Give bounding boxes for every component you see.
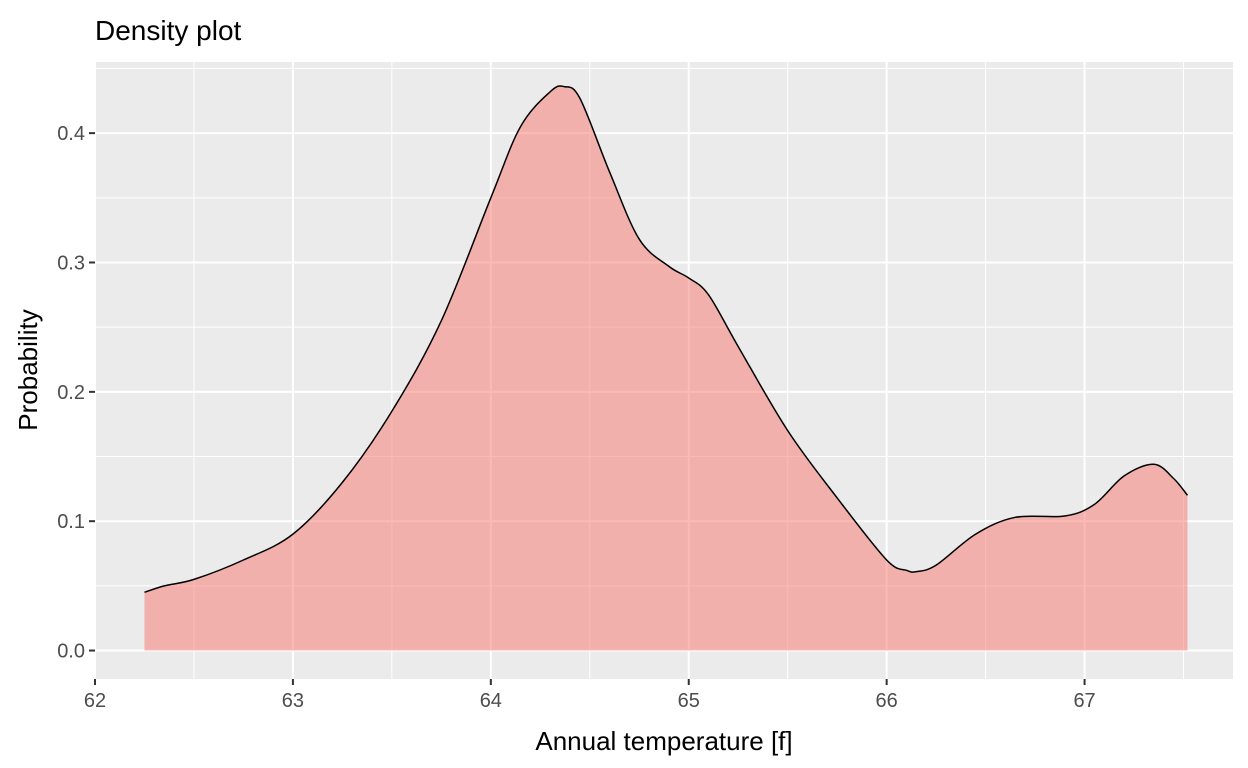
y-tick-label: 0.0 xyxy=(57,641,85,663)
chart-title: Density plot xyxy=(95,15,242,46)
y-tick-label: 0.4 xyxy=(57,123,85,145)
y-axis-ticks: 0.0 0.1 0.2 0.3 0.4 xyxy=(57,123,95,663)
y-axis-title: Probability xyxy=(13,309,43,430)
x-tick-label: 64 xyxy=(480,690,502,712)
density-area xyxy=(144,85,1188,651)
y-tick-label: 0.3 xyxy=(57,252,85,274)
y-tick-label: 0.2 xyxy=(57,382,85,404)
x-tick-label: 67 xyxy=(1073,690,1095,712)
y-tick-label: 0.1 xyxy=(57,511,85,533)
x-axis-title: Annual temperature [f] xyxy=(535,726,792,756)
x-tick-label: 63 xyxy=(282,690,304,712)
x-tick-label: 66 xyxy=(876,690,898,712)
x-tick-label: 65 xyxy=(678,690,700,712)
density-line xyxy=(144,85,1189,594)
x-axis-ticks: 62 63 64 65 66 67 xyxy=(84,679,1096,712)
x-tick-label: 62 xyxy=(84,690,106,712)
